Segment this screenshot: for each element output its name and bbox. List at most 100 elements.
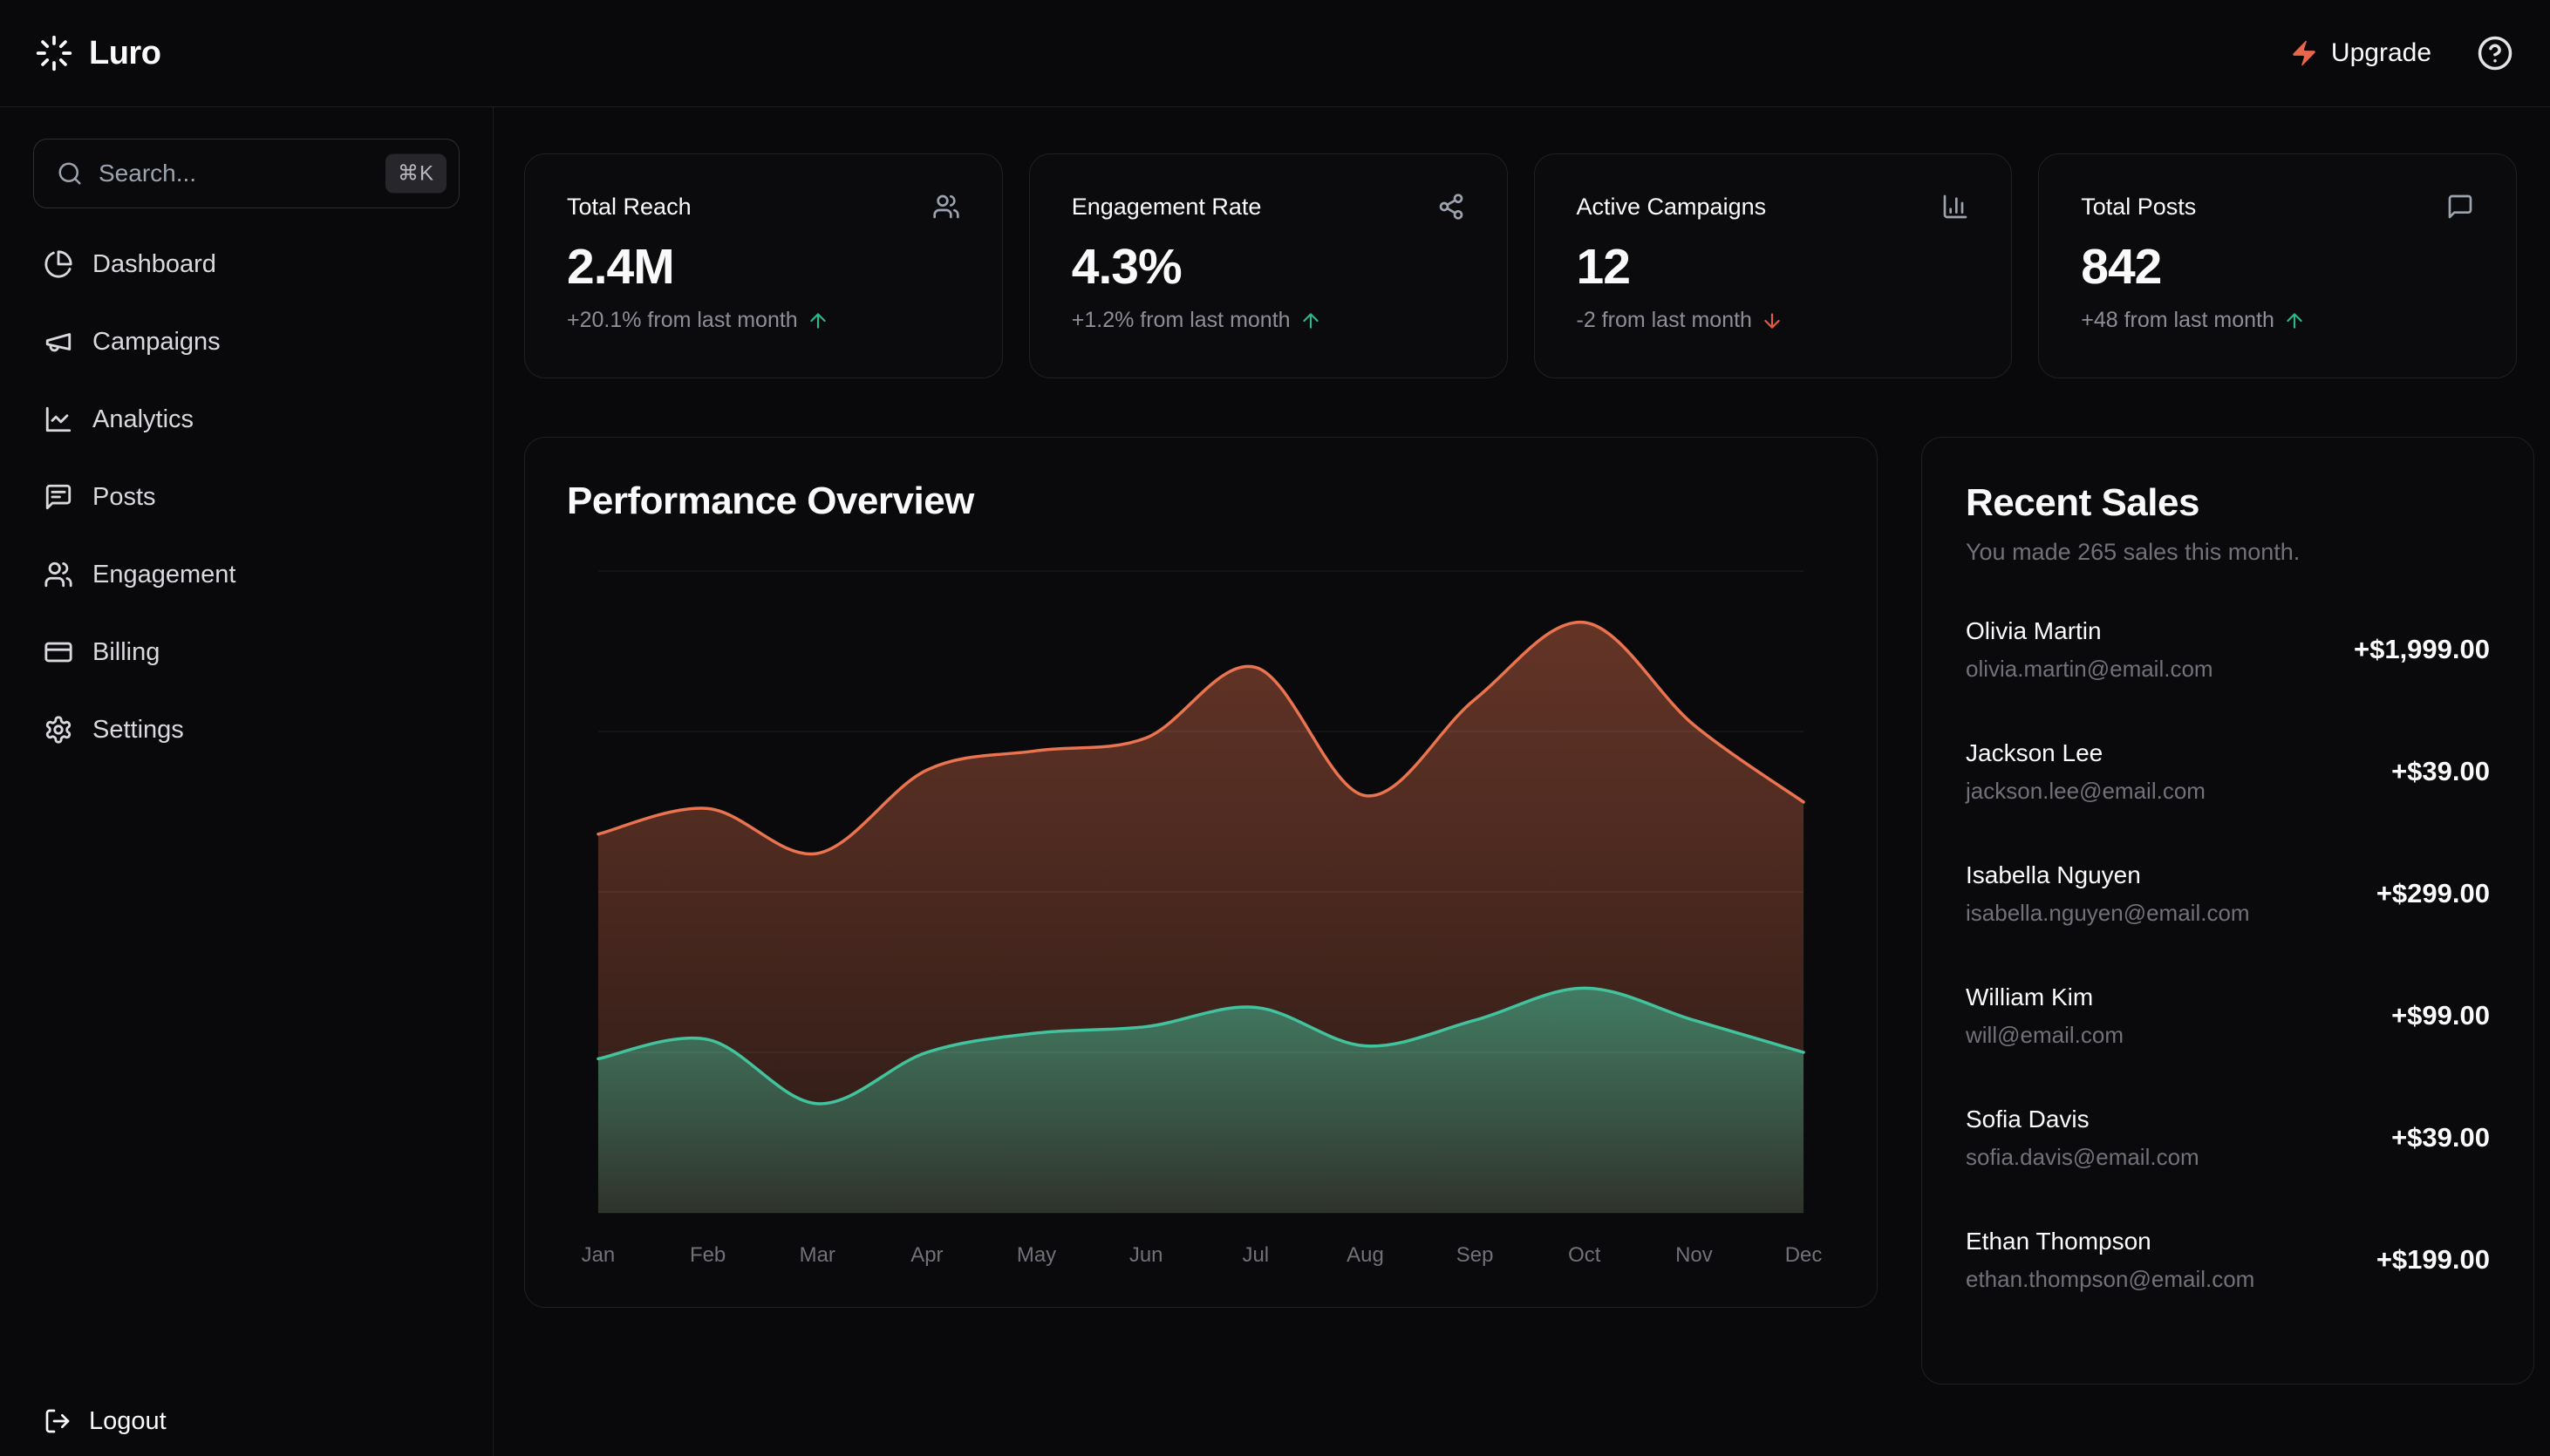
sale-amount: +$39.00 [2391, 1122, 2490, 1153]
arrow-up-icon [807, 310, 829, 332]
users-icon [44, 560, 73, 589]
stat-delta: +48 from last month [2081, 308, 2474, 333]
sale-amount: +$199.00 [2376, 1244, 2490, 1275]
sale-email: sofia.davis@email.com [1966, 1143, 2199, 1170]
x-axis-label: May [1017, 1243, 1056, 1267]
stat-card-active-campaigns: Active Campaigns 12 -2 from last month [1533, 153, 2013, 378]
message-square-icon [2446, 193, 2474, 221]
logout-button[interactable]: Logout [33, 1397, 460, 1446]
megaphone-icon [44, 327, 73, 357]
performance-area-chart: Jan Feb Mar Apr May Jun Jul Aug Sep Oct Nov Dec [567, 551, 1835, 1283]
x-axis-label: Jul [1243, 1243, 1270, 1267]
x-axis-label: Jun [1129, 1243, 1163, 1267]
pie-chart-icon [44, 249, 73, 279]
arrow-up-icon [2283, 310, 2306, 332]
sale-row: Sofia Davis sofia.davis@email.com +$39.00 [1966, 1099, 2490, 1176]
stat-card-total-reach: Total Reach 2.4M +20.1% from last month [524, 153, 1003, 378]
brand-name: Luro [89, 34, 161, 71]
sidebar-item-label: Billing [92, 637, 160, 666]
topbar: Luro Upgrade [0, 0, 2550, 107]
logout-label: Logout [89, 1406, 167, 1435]
users-icon [932, 193, 960, 221]
sale-amount: +$1,999.00 [2353, 634, 2490, 664]
sidebar-item-billing[interactable]: Billing [33, 628, 460, 677]
sale-amount: +$39.00 [2391, 756, 2490, 786]
log-out-icon [44, 1407, 72, 1435]
share-icon [1437, 193, 1465, 221]
stat-delta: +1.2% from last month [1072, 308, 1465, 333]
sidebar-item-label: Campaigns [92, 327, 221, 356]
recent-sales-title: Recent Sales [1966, 481, 2199, 524]
sidebar-item-engagement[interactable]: Engagement [33, 550, 460, 599]
sidebar-item-label: Dashboard [92, 249, 216, 278]
x-axis-label: Apr [910, 1243, 943, 1267]
sidebar-item-settings[interactable]: Settings [33, 705, 460, 754]
x-axis-label: Aug [1347, 1243, 1384, 1267]
stat-delta-text: +48 from last month [2081, 308, 2274, 332]
sale-name: Jackson Lee [1966, 738, 2103, 766]
x-axis-label: Nov [1675, 1243, 1713, 1267]
stat-title: Engagement Rate [1071, 193, 1262, 220]
sidebar-item-campaigns[interactable]: Campaigns [33, 317, 460, 366]
credit-card-icon [44, 637, 73, 667]
sale-amount: +$299.00 [2376, 878, 2490, 908]
content-row: Performance Overview Jan Feb Mar Apr May Jun J… [494, 378, 2550, 1385]
stat-delta-text: -2 from last month [1576, 308, 1752, 332]
sale-email: isabella.nguyen@email.com [1966, 899, 2250, 926]
sale-email: olivia.martin@email.com [1966, 655, 2213, 682]
chart-column-icon [1941, 193, 1969, 221]
sidebar-item-label: Engagement [92, 560, 236, 589]
recent-sales-card: Recent Sales You made 265 sales this mon… [1921, 437, 2534, 1385]
sidebar-nav: Dashboard Campaigns Analytics Posts Engageme… [33, 240, 460, 1397]
search-icon [57, 160, 99, 187]
x-axis-label: Oct [1568, 1243, 1601, 1267]
sidebar-item-label: Analytics [92, 405, 194, 433]
recent-sales-subtitle: You made 265 sales this month. [1966, 539, 2301, 565]
stat-value: 4.3% [1071, 239, 1183, 295]
sale-row: Isabella Nguyen isabella.nguyen@email.com… [1966, 855, 2490, 932]
sidebar: ⌘K Dashboard Campaigns Analytics Posts Engag… [0, 107, 494, 1456]
sidebar-item-label: Posts [92, 482, 156, 511]
search-shortcut-badge: ⌘K [385, 153, 447, 194]
sale-amount: +$99.00 [2391, 1000, 2490, 1031]
upgrade-button[interactable]: Upgrade [2289, 38, 2431, 68]
stat-delta: -2 from last month [1577, 308, 1970, 333]
recent-sales-list: Olivia Martin olivia.martin@email.com +$1,… [1966, 611, 2490, 1298]
stat-value: 12 [1576, 239, 1631, 295]
sidebar-item-analytics[interactable]: Analytics [33, 395, 460, 444]
line-chart-icon [44, 405, 73, 434]
sale-row: Olivia Martin olivia.martin@email.com +$1,… [1966, 611, 2490, 688]
chart-title: Performance Overview [567, 480, 974, 522]
help-button[interactable] [2477, 35, 2513, 71]
x-axis-label: Dec [1785, 1243, 1823, 1267]
sale-name: Isabella Nguyen [1966, 861, 2141, 888]
stat-delta-text: +20.1% from last month [567, 308, 798, 332]
search-input[interactable] [99, 160, 413, 187]
loader-logo-icon [35, 34, 73, 72]
sidebar-item-posts[interactable]: Posts [33, 473, 460, 521]
stat-delta-text: +1.2% from last month [1071, 308, 1291, 332]
search-box[interactable]: ⌘K [33, 139, 460, 208]
x-axis-label: Feb [690, 1243, 726, 1267]
stat-title: Total Posts [2081, 193, 2197, 220]
zap-icon [2289, 38, 2319, 68]
sale-row: William Kim will@email.com +$99.00 [1966, 977, 2490, 1054]
arrow-up-icon [1299, 310, 1322, 332]
x-axis-label: Mar [800, 1243, 835, 1267]
message-square-text-icon [44, 482, 73, 512]
stat-value: 2.4M [567, 239, 675, 295]
topbar-right: Upgrade [2289, 35, 2513, 71]
stat-value: 842 [2081, 239, 2162, 295]
sale-row: Jackson Lee jackson.lee@email.com +$39.00 [1966, 733, 2490, 810]
sidebar-item-dashboard[interactable]: Dashboard [33, 240, 460, 289]
stat-card-total-posts: Total Posts 842 +48 from last month [2038, 153, 2517, 378]
upgrade-label: Upgrade [2330, 38, 2431, 67]
stats-grid: Total Reach 2.4M +20.1% from last month Eng… [494, 107, 2550, 378]
x-axis-label: Sep [1456, 1243, 1494, 1267]
sale-email: ethan.thompson@email.com [1966, 1265, 2255, 1292]
gear-icon [44, 715, 73, 745]
stat-card-engagement-rate: Engagement Rate 4.3% +1.2% from last month [1028, 153, 1508, 378]
sale-name: Ethan Thompson [1966, 1227, 2151, 1255]
sale-name: Olivia Martin [1966, 616, 2102, 644]
